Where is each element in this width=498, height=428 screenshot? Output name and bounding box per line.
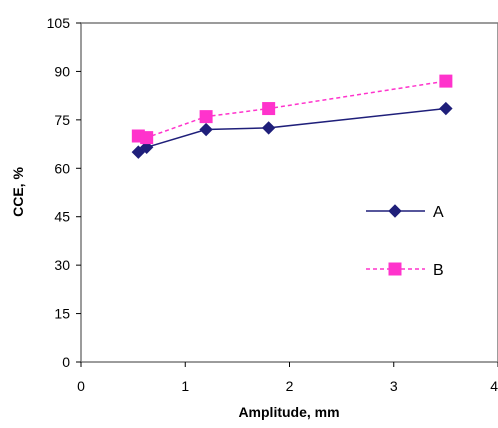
y-tick-label: 90: [54, 63, 70, 79]
x-tick-label: 0: [77, 378, 85, 394]
series-a-point: [261, 121, 276, 135]
legend-a-label: A: [433, 204, 444, 221]
y-tick-label: 30: [54, 257, 70, 273]
series-b-point: [199, 110, 213, 124]
series-b-point: [262, 102, 276, 116]
x-tick-label: 1: [181, 378, 189, 394]
y-tick-label: 45: [54, 209, 70, 225]
y-tick-label: 75: [54, 112, 70, 128]
y-tick-label: 60: [54, 160, 70, 176]
y-tick-label: 0: [62, 354, 70, 370]
series-b-legend-marker: [388, 262, 402, 276]
y-tick-label: 15: [54, 306, 70, 322]
series-a-point: [131, 145, 146, 159]
series-b-point: [140, 131, 154, 145]
x-axis: 0 1 2 3 4: [77, 362, 498, 394]
legend-b-label: B: [433, 262, 444, 279]
x-tick-label: 3: [390, 378, 398, 394]
y-axis-label: CCE, %: [10, 167, 26, 217]
y-tick-label: 105: [47, 15, 71, 31]
x-tick-label: 2: [286, 378, 294, 394]
series-a-point: [199, 122, 213, 137]
series-a-point: [139, 140, 154, 155]
series-a-point: [439, 101, 453, 116]
series-a-legend-marker: [388, 204, 402, 218]
x-tick-label: 4: [490, 378, 498, 394]
y-axis: 0 15 30 45 60 75 90 105: [47, 15, 81, 370]
series-layer: [131, 74, 453, 159]
legend: AB: [366, 204, 444, 279]
series-b-point: [439, 74, 453, 88]
x-axis-label: Amplitude, mm: [238, 404, 339, 420]
plot-area: [80, 22, 498, 363]
